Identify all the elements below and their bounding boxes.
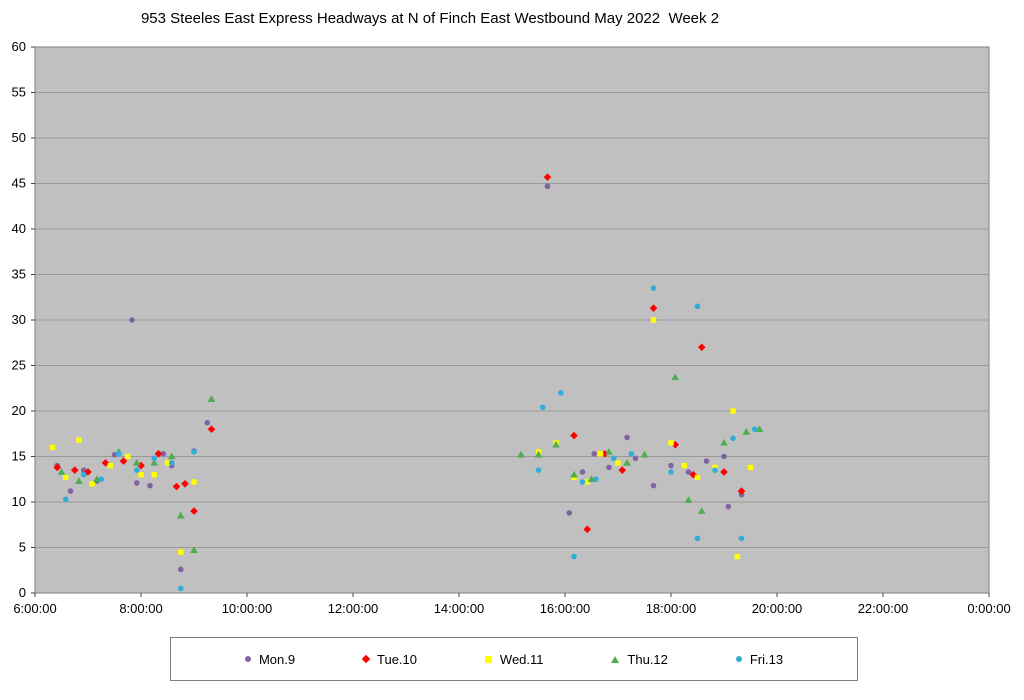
svg-text:8:00:00: 8:00:00 [119, 601, 162, 616]
legend-item-wed11: Wed.11 [484, 651, 544, 667]
svg-text:20:00:00: 20:00:00 [752, 601, 803, 616]
svg-text:35: 35 [12, 267, 26, 282]
chart-canvas: 0 5 10 15 20 25 30 35 40 45 50 55 60 6:00:00 8:00:00 10… [12, 39, 1011, 616]
svg-text:30: 30 [12, 312, 26, 327]
svg-text:55: 55 [12, 85, 26, 100]
svg-text:50: 50 [12, 130, 26, 145]
chart-title: 953 Steeles East Express Headways at N o… [140, 10, 720, 27]
svg-text:18:00:00: 18:00:00 [646, 601, 697, 616]
chart-legend: Mon.9 Tue.10 Wed.11 Thu.12 Fri.13 [170, 637, 858, 681]
svg-text:14:00:00: 14:00:00 [434, 601, 485, 616]
legend-label-wed11: Wed.11 [499, 651, 544, 667]
legend-item-mon9: Mon.9 [244, 651, 296, 667]
svg-text:22:00:00: 22:00:00 [858, 601, 909, 616]
svg-text:16:00:00: 16:00:00 [540, 601, 591, 616]
svg-text:60: 60 [12, 39, 26, 54]
svg-text:45: 45 [12, 176, 26, 191]
legend-label-fri13: Fri.13 [749, 651, 784, 667]
svg-text:5: 5 [19, 540, 26, 555]
thu12-marker-icon [611, 655, 620, 663]
legend-label-tue10: Tue.10 [377, 651, 417, 667]
wed11-marker-icon [484, 655, 492, 663]
svg-text:6:00:00: 6:00:00 [13, 601, 56, 616]
mon9-marker-icon [244, 656, 251, 662]
fri13-marker-icon [735, 656, 742, 662]
legend-item-thu12: Thu.12 [611, 651, 668, 667]
svg-text:10: 10 [12, 494, 26, 509]
legend-item-fri13: Fri.13 [735, 651, 784, 667]
legend-label-mon9: Mon.9 [258, 651, 296, 667]
svg-text:25: 25 [12, 358, 26, 373]
svg-text:10:00:00: 10:00:00 [222, 601, 273, 616]
svg-text:0:00:00: 0:00:00 [967, 601, 1010, 616]
svg-text:15: 15 [12, 449, 26, 464]
legend-label-thu12: Thu.12 [627, 651, 668, 667]
svg-text:12:00:00: 12:00:00 [328, 601, 379, 616]
svg-text:40: 40 [12, 221, 26, 236]
legend-item-tue10: Tue.10 [361, 651, 417, 667]
svg-text:0: 0 [19, 585, 26, 600]
svg-text:20: 20 [12, 403, 26, 418]
tue10-marker-icon [361, 654, 371, 664]
